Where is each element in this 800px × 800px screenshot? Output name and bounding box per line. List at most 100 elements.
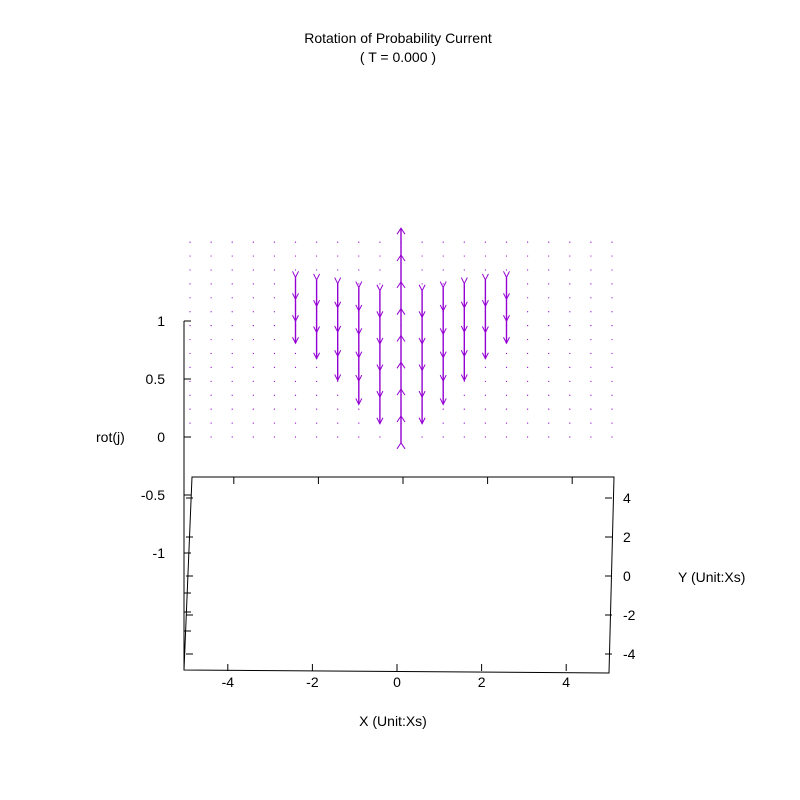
field-dot: [231, 311, 233, 313]
vector-arrowhead: [313, 273, 321, 282]
field-dot: [548, 283, 550, 285]
field-dot: [316, 380, 318, 382]
field-dot: [231, 269, 233, 271]
vector-arrowhead: [460, 350, 468, 358]
field-dot: [252, 338, 254, 341]
vector-arrowhead: [439, 398, 447, 406]
field-dot: [273, 283, 275, 285]
field-dot: [611, 408, 613, 410]
field-dot: [590, 269, 592, 271]
field-dot: [611, 283, 613, 285]
field-dot: [527, 255, 529, 257]
field-dot: [273, 269, 275, 271]
field-dot: [273, 394, 275, 396]
field-dot: [379, 436, 381, 438]
field-dot: [252, 366, 254, 368]
y-tick-label: -4: [623, 646, 636, 662]
field-dot: [442, 408, 444, 410]
field-dot: [527, 394, 529, 396]
vector-arrowhead: [481, 273, 489, 282]
field-dot: [611, 325, 613, 327]
field-dot: [569, 255, 571, 257]
field-dot: [294, 366, 297, 368]
vector-arrowhead: [334, 277, 342, 285]
field-dot: [210, 380, 212, 382]
vector-arrowhead: [396, 334, 406, 342]
field-dot: [548, 297, 550, 299]
z-tick-label: 0: [157, 429, 165, 445]
field-dot: [548, 394, 550, 396]
field-dot: [189, 366, 191, 368]
field-dot: [611, 352, 613, 355]
vector-arrowhead: [376, 364, 384, 372]
field-dot: [548, 311, 550, 313]
field-dot: [611, 269, 613, 271]
y-tick-label: 4: [623, 490, 631, 506]
field-dot: [590, 422, 592, 424]
field-dot: [505, 436, 508, 438]
field-dot: [294, 255, 297, 257]
vector-arrowhead: [418, 337, 426, 346]
field-dot: [527, 269, 529, 271]
vector-arrowhead: [396, 307, 406, 315]
field-dot: [316, 366, 318, 368]
field-dot: [379, 241, 381, 243]
field-dot: [569, 338, 571, 341]
field-dot: [421, 241, 423, 243]
field-dot: [527, 408, 529, 410]
field-dot: [527, 366, 529, 368]
z-axis-ticks: 1 0.5 0 -0.5 -1: [141, 313, 191, 632]
field-dot: [294, 380, 297, 382]
field-dot: [294, 422, 297, 424]
field-dot: [294, 269, 297, 271]
field-dot: [590, 297, 592, 299]
field-dot: [210, 366, 212, 368]
field-dot: [590, 311, 592, 313]
vector-arrowhead: [334, 374, 342, 382]
vector-arrowhead: [334, 325, 342, 334]
field-dot: [210, 311, 212, 313]
vector-arrowhead: [439, 351, 447, 359]
field-dot: [210, 297, 212, 299]
field-dot: [337, 422, 339, 424]
vector-arrowhead: [439, 304, 447, 313]
field-dot: [569, 283, 571, 285]
field-dot: [210, 269, 212, 271]
field-dot: [273, 352, 275, 355]
field-dot: [442, 241, 444, 243]
field-dot: [210, 283, 212, 285]
field-dot: [569, 422, 571, 424]
field-dot: [252, 394, 254, 396]
field-dot: [442, 283, 444, 285]
vector-arrowhead: [292, 293, 299, 301]
field-dot: [316, 422, 318, 424]
field-dot: [189, 269, 191, 271]
field-dot: [210, 241, 212, 243]
vector-arrowhead: [418, 390, 426, 399]
field-dot: [316, 241, 318, 243]
field-dot: [569, 380, 571, 382]
field-dot: [252, 352, 254, 355]
field-dot: [590, 338, 592, 341]
field-dot: [231, 394, 233, 396]
field-dot: [273, 408, 275, 410]
field-dot: [379, 283, 381, 285]
chart-title: Rotation of Probability Current: [304, 30, 492, 46]
vector-arrowhead: [396, 254, 406, 262]
field-dot: [527, 283, 529, 285]
field-dot: [189, 311, 191, 313]
field-dot: [189, 422, 191, 424]
z-tick-label: -1: [153, 545, 166, 561]
field-dot: [252, 325, 254, 327]
field-dot: [273, 311, 275, 313]
vector-arrowhead: [396, 280, 406, 289]
field-dot: [548, 352, 550, 355]
field-dot: [463, 241, 465, 243]
field-dot: [548, 338, 550, 341]
field-dot: [590, 380, 592, 382]
field-dot: [569, 311, 571, 313]
field-dot: [316, 408, 318, 410]
field-dot: [505, 241, 508, 243]
field-dot: [252, 283, 254, 285]
field-dot: [548, 366, 550, 368]
